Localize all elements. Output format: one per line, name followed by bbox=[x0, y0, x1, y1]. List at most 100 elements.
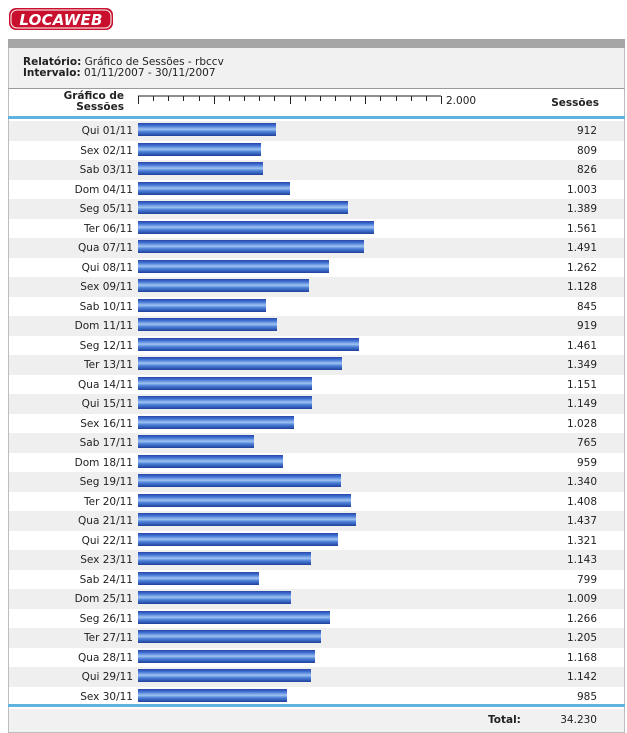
session-bar bbox=[138, 571, 259, 585]
row-date-label: Sab 24/11 bbox=[79, 573, 133, 586]
session-bar bbox=[138, 279, 309, 292]
row-sessions-value: 1.205 bbox=[566, 632, 597, 644]
table-row: Ter 06/11 1.561 bbox=[9, 219, 624, 239]
row-date-label: Qui 22/11 bbox=[81, 534, 133, 547]
scale-max-label: 2.000 bbox=[446, 95, 477, 107]
row-date-label: Ter 20/11 bbox=[83, 495, 133, 508]
row-sessions-value: 1.151 bbox=[566, 378, 597, 391]
table-row: Sab 10/11 845 bbox=[9, 297, 624, 317]
session-bar bbox=[138, 396, 312, 409]
session-bar bbox=[138, 669, 311, 682]
table-row: Sab 17/11 765 bbox=[9, 433, 624, 453]
report-info: Relatório: Gráfico de Sessões - rbccv In… bbox=[8, 48, 625, 89]
row-date-label: Seg 05/11 bbox=[79, 203, 133, 215]
row-date-label: Seg 12/11 bbox=[79, 339, 133, 352]
row-sessions-value: 1.149 bbox=[566, 398, 597, 410]
table-row: Seg 19/11 1.340 bbox=[9, 472, 624, 492]
table-row: Qui 29/11 1.142 bbox=[9, 667, 624, 687]
table-row: Sex 23/11 1.143 bbox=[9, 550, 624, 570]
table-row: Qua 21/11 1.437 bbox=[9, 511, 624, 531]
table-row: Dom 25/11 1.009 bbox=[9, 589, 624, 609]
report-line: Relatório: Gráfico de Sessões - rbccv bbox=[23, 57, 224, 68]
session-bar bbox=[138, 337, 359, 351]
session-bar bbox=[138, 591, 291, 604]
table-row: Ter 20/11 1.408 bbox=[9, 492, 624, 512]
row-date-label: Sex 02/11 bbox=[80, 144, 133, 157]
row-sessions-value: 1.561 bbox=[566, 222, 597, 235]
report-label: Relatório: bbox=[23, 56, 82, 68]
footer-divider bbox=[8, 704, 625, 707]
column-header-sessions: Sessões bbox=[551, 97, 599, 109]
session-bar bbox=[138, 181, 290, 195]
table-row: Ter 27/11 1.205 bbox=[9, 628, 624, 648]
header-divider bbox=[8, 116, 625, 119]
row-date-label: Sex 09/11 bbox=[80, 281, 133, 293]
row-sessions-value: 1.143 bbox=[566, 554, 597, 566]
column-header-chart-line2: Sessões bbox=[76, 101, 124, 113]
row-sessions-value: 985 bbox=[576, 690, 597, 703]
table-row: Seg 26/11 1.266 bbox=[9, 609, 624, 629]
table-row: Qui 01/11 912 bbox=[9, 121, 624, 141]
row-sessions-value: 1.349 bbox=[566, 359, 597, 371]
row-date-label: Qui 01/11 bbox=[81, 125, 133, 137]
row-sessions-value: 1.321 bbox=[566, 534, 597, 547]
row-sessions-value: 1.142 bbox=[566, 671, 597, 683]
locaweb-logo: LOCAWEB bbox=[8, 6, 114, 32]
row-date-label: Ter 27/11 bbox=[83, 632, 133, 644]
interval-value: 01/11/2007 - 30/11/2007 bbox=[84, 67, 216, 79]
row-date-label: Sab 10/11 bbox=[79, 300, 133, 313]
row-sessions-value: 1.003 bbox=[566, 183, 597, 196]
session-bar bbox=[138, 435, 254, 448]
session-bar bbox=[138, 532, 338, 546]
session-bar bbox=[138, 552, 311, 565]
session-bar bbox=[138, 513, 356, 526]
row-date-label: Qua 07/11 bbox=[78, 242, 133, 254]
session-bar bbox=[138, 240, 364, 253]
row-sessions-value: 1.340 bbox=[566, 476, 597, 488]
session-bar bbox=[138, 357, 342, 370]
row-sessions-value: 959 bbox=[576, 456, 597, 469]
row-sessions-value: 1.028 bbox=[566, 417, 597, 430]
row-date-label: Sex 16/11 bbox=[80, 417, 133, 430]
row-date-label: Seg 26/11 bbox=[79, 612, 133, 625]
session-bar bbox=[138, 298, 266, 312]
report-value: Gráfico de Sessões - rbccv bbox=[84, 56, 224, 68]
row-sessions-value: 1.408 bbox=[566, 495, 597, 508]
row-date-label: Dom 04/11 bbox=[74, 183, 133, 196]
row-date-label: Qui 15/11 bbox=[81, 398, 133, 410]
row-date-label: Qua 21/11 bbox=[78, 515, 133, 527]
row-date-label: Dom 11/11 bbox=[74, 320, 133, 332]
session-bar bbox=[138, 220, 374, 234]
table-row: Sab 03/11 826 bbox=[9, 160, 624, 180]
row-sessions-value: 1.168 bbox=[566, 651, 597, 664]
table-row: Qui 08/11 1.262 bbox=[9, 258, 624, 278]
table-row: Seg 05/11 1.389 bbox=[9, 199, 624, 219]
session-bar bbox=[138, 318, 277, 331]
row-sessions-value: 919 bbox=[576, 320, 597, 332]
table-row: Qua 28/11 1.168 bbox=[9, 648, 624, 668]
total-value: 34.230 bbox=[560, 714, 597, 726]
session-bar bbox=[138, 201, 348, 214]
table-row: Dom 11/11 919 bbox=[9, 316, 624, 336]
row-date-label: Qua 28/11 bbox=[78, 651, 133, 664]
table-row: Sab 24/11 799 bbox=[9, 570, 624, 590]
row-date-label: Sab 17/11 bbox=[79, 437, 133, 449]
session-bar bbox=[138, 688, 287, 702]
scale-axis bbox=[138, 95, 442, 104]
row-date-label: Dom 18/11 bbox=[74, 456, 133, 469]
column-header-chart-line1: Gráfico de bbox=[63, 90, 124, 102]
row-sessions-value: 1.389 bbox=[566, 203, 597, 215]
table-row: Sex 30/11 985 bbox=[9, 687, 624, 707]
table-row: Qui 22/11 1.321 bbox=[9, 531, 624, 551]
row-sessions-value: 1.128 bbox=[566, 281, 597, 293]
row-date-label: Qua 14/11 bbox=[78, 378, 133, 391]
row-sessions-value: 1.266 bbox=[566, 612, 597, 625]
session-bar bbox=[138, 123, 276, 136]
session-bar bbox=[138, 259, 329, 273]
row-date-label: Ter 13/11 bbox=[83, 359, 133, 371]
row-sessions-value: 1.461 bbox=[566, 339, 597, 352]
row-sessions-value: 912 bbox=[576, 125, 597, 137]
session-bar bbox=[138, 610, 330, 624]
row-sessions-value: 765 bbox=[576, 437, 597, 449]
row-date-label: Sex 30/11 bbox=[80, 690, 133, 703]
